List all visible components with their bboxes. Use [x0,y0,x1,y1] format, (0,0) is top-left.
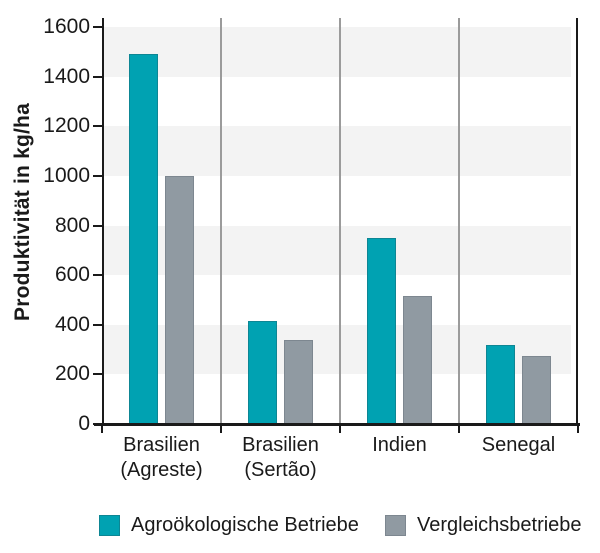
x-category-label-brasilien-sertao: Brasilien (Sertão) [242,434,319,481]
x-category-label-brasilien-agreste: Brasilien (Agreste) [120,434,203,481]
legend-item-comparison: Vergleichsbetriebe [385,513,582,537]
y-axis-line [102,18,104,424]
y-tick-mark-1000 [93,174,102,177]
x-tick-mark-1 [220,426,222,433]
x-tick-mark-2 [339,426,341,433]
x-category-label-senegal: Senegal [481,434,556,456]
bar-comparison-brasilien-sertao [284,339,313,424]
y-tick-label-200: 200 [54,362,90,386]
x-axis-line [94,423,580,426]
y-tick-label-1600: 1600 [43,15,90,38]
y-tick-mark-400 [93,323,102,326]
x-tick-mark-0 [101,426,103,433]
bar-comparison-senegal [522,355,551,424]
y-tick-label-600: 600 [54,263,90,287]
legend-swatch-comparison [385,514,406,536]
y-tick-mark-200 [93,373,102,376]
x-category-label-indien: Indien [372,434,427,456]
y-tick-mark-600 [93,274,102,277]
legend-label-comparison: Vergleichsbetriebe [417,514,582,536]
plot-right-border [576,18,578,424]
legend: Agroökologische Betriebe Vergleichsbetri… [99,513,582,537]
legend-item-agroecological: Agroökologische Betriebe [99,513,359,537]
bar-comparison-brasilien-agreste [165,175,194,424]
y-tick-label-400: 400 [54,312,90,336]
y-tick-mark-1200 [93,125,102,128]
bar-agroecological-indien [367,237,396,424]
y-tick-label-800: 800 [54,213,90,237]
y-tick-mark-1400 [93,75,102,78]
bar-agroecological-brasilien-sertao [248,321,277,424]
x-tick-mark-4 [577,426,579,433]
bar-comparison-indien [403,296,432,424]
grid-band-1400-1600 [102,27,571,77]
category-separator-2 [339,18,341,424]
y-tick-label-1000: 1000 [43,163,90,187]
category-separator-3 [458,18,460,424]
category-separator-1 [220,18,222,424]
y-tick-label-1200: 1200 [43,114,90,138]
plot-area [102,18,578,424]
x-tick-mark-3 [458,426,460,433]
bar-agroecological-senegal [486,344,515,424]
y-tick-label-0: 0 [78,412,90,435]
legend-swatch-agroecological [99,514,120,536]
y-tick-mark-1600 [93,26,102,28]
grid-band-1000-1200 [102,126,571,176]
bar-agroecological-brasilien-agreste [129,54,158,424]
legend-label-agroecological: Agroökologische Betriebe [131,514,359,536]
y-tick-label-1400: 1400 [43,64,90,88]
y-tick-mark-800 [93,224,102,227]
